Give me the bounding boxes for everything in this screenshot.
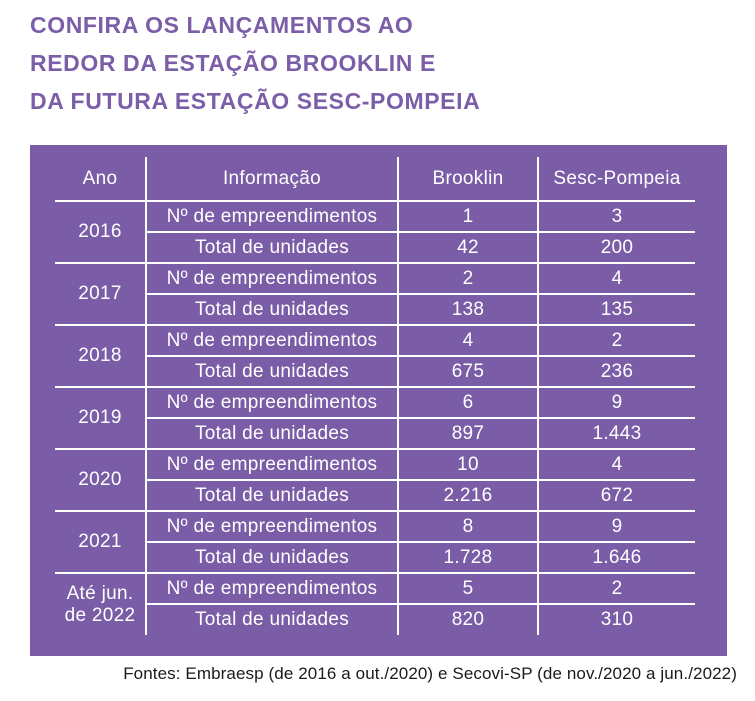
value-cell: 8: [398, 510, 539, 543]
year-cell: 2020: [55, 448, 147, 511]
title-line-2: REDOR DA ESTAÇÃO BROOKLIN E: [30, 50, 436, 76]
table-row: Total de unidades 2.216 672: [55, 480, 695, 511]
table-row: 2019 Nº de empreendimentos 6 9: [55, 386, 695, 449]
value-cell: 42: [398, 232, 539, 263]
table-row: Total de unidades 138 135: [55, 294, 695, 325]
value-cell: 672: [600, 484, 634, 506]
value-cell: 2: [398, 262, 539, 295]
value-cell: 5: [398, 572, 539, 605]
row-label-cell: Total de unidades: [146, 418, 399, 449]
table-row: 2018 Nº de empreendimentos 4 2: [55, 324, 695, 387]
value-cell: 4: [538, 262, 695, 295]
value-cell: 2: [538, 324, 695, 357]
value-cell: 310: [600, 609, 634, 630]
row-label-cell: Total de unidades: [146, 604, 399, 635]
value-cell: 1.728: [398, 542, 539, 573]
row-label-cell: Nº de empreendimentos: [146, 200, 399, 233]
value-cell: 4: [538, 448, 695, 481]
year-cell: Até jun. de 2022: [55, 572, 147, 635]
value-cell: 138: [398, 294, 539, 325]
col-header-ano: Ano: [55, 157, 147, 202]
row-label-cell: Total de unidades: [146, 294, 399, 325]
page-title: CONFIRA OS LANÇAMENTOS AO REDOR DA ESTAÇ…: [30, 6, 480, 120]
row-label-cell: Total de unidades: [146, 232, 399, 263]
table-row: Total de unidades 820 310: [55, 604, 695, 635]
value-cell: 9: [538, 510, 695, 543]
table-row: 2021 Nº de empreendimentos 8 9: [55, 510, 695, 573]
table-row: 2020 Nº de empreendimentos 10 4: [55, 448, 695, 511]
value-cell: 4: [398, 324, 539, 357]
table-row: Até jun. de 2022 Nº de empreendimentos 5…: [55, 572, 695, 635]
row-label-cell: Nº de empreendimentos: [146, 324, 399, 357]
footer-source: Fontes: Embraesp (de 2016 a out./2020) e…: [123, 664, 737, 683]
table-row: Total de unidades 1.728 1.646: [55, 542, 695, 573]
year-cell: 2019: [55, 386, 147, 449]
value-cell: 820: [398, 604, 539, 635]
value-cell: 135: [600, 298, 634, 320]
value-cell: 2.216: [398, 480, 539, 511]
title-line-1: CONFIRA OS LANÇAMENTOS AO: [30, 12, 414, 38]
table-row: Total de unidades 897 1.443: [55, 418, 695, 449]
row-label-cell: Nº de empreendimentos: [146, 386, 399, 419]
value-cell: 897: [398, 418, 539, 449]
value-cell: 1.646: [592, 546, 642, 568]
col-header-sesc-pompeia: Sesc-Pompeia: [538, 157, 695, 202]
header-row: Ano Informação Brooklin Sesc-Pompeia: [55, 157, 695, 202]
title-line-3: DA FUTURA ESTAÇÃO SESC-POMPEIA: [30, 88, 481, 114]
row-label-cell: Total de unidades: [146, 542, 399, 573]
value-cell: 10: [398, 448, 539, 481]
table-row: Total de unidades 42 200: [55, 232, 695, 263]
value-cell: 1: [398, 200, 539, 233]
value-cell: 3: [538, 200, 695, 233]
table-row: 2017 Nº de empreendimentos 2 4: [55, 262, 695, 325]
value-cell: 1.443: [592, 422, 642, 444]
row-label-cell: Total de unidades: [146, 356, 399, 387]
launches-table: Ano Informação Brooklin Sesc-Pompeia 201…: [55, 157, 695, 635]
year-cell: 2018: [55, 324, 147, 387]
row-label-cell: Nº de empreendimentos: [146, 262, 399, 295]
value-cell: 2: [538, 572, 695, 605]
value-cell: 236: [600, 360, 634, 382]
row-label-cell: Total de unidades: [146, 480, 399, 511]
year-cell: 2016: [55, 200, 147, 263]
row-label-cell: Nº de empreendimentos: [146, 510, 399, 543]
value-cell: 675: [398, 356, 539, 387]
value-cell: 6: [398, 386, 539, 419]
year-cell: 2021: [55, 510, 147, 573]
table-row: 2016 Nº de empreendimentos 1 3: [55, 200, 695, 263]
year-cell: 2017: [55, 262, 147, 325]
col-header-informacao: Informação: [146, 157, 399, 202]
value-cell: 200: [600, 236, 634, 258]
launches-table-panel: Ano Informação Brooklin Sesc-Pompeia 201…: [30, 145, 727, 656]
value-cell: 9: [538, 386, 695, 419]
row-label-cell: Nº de empreendimentos: [146, 448, 399, 481]
row-label-cell: Nº de empreendimentos: [146, 572, 399, 605]
table-row: Total de unidades 675 236: [55, 356, 695, 387]
col-header-brooklin: Brooklin: [398, 157, 539, 202]
